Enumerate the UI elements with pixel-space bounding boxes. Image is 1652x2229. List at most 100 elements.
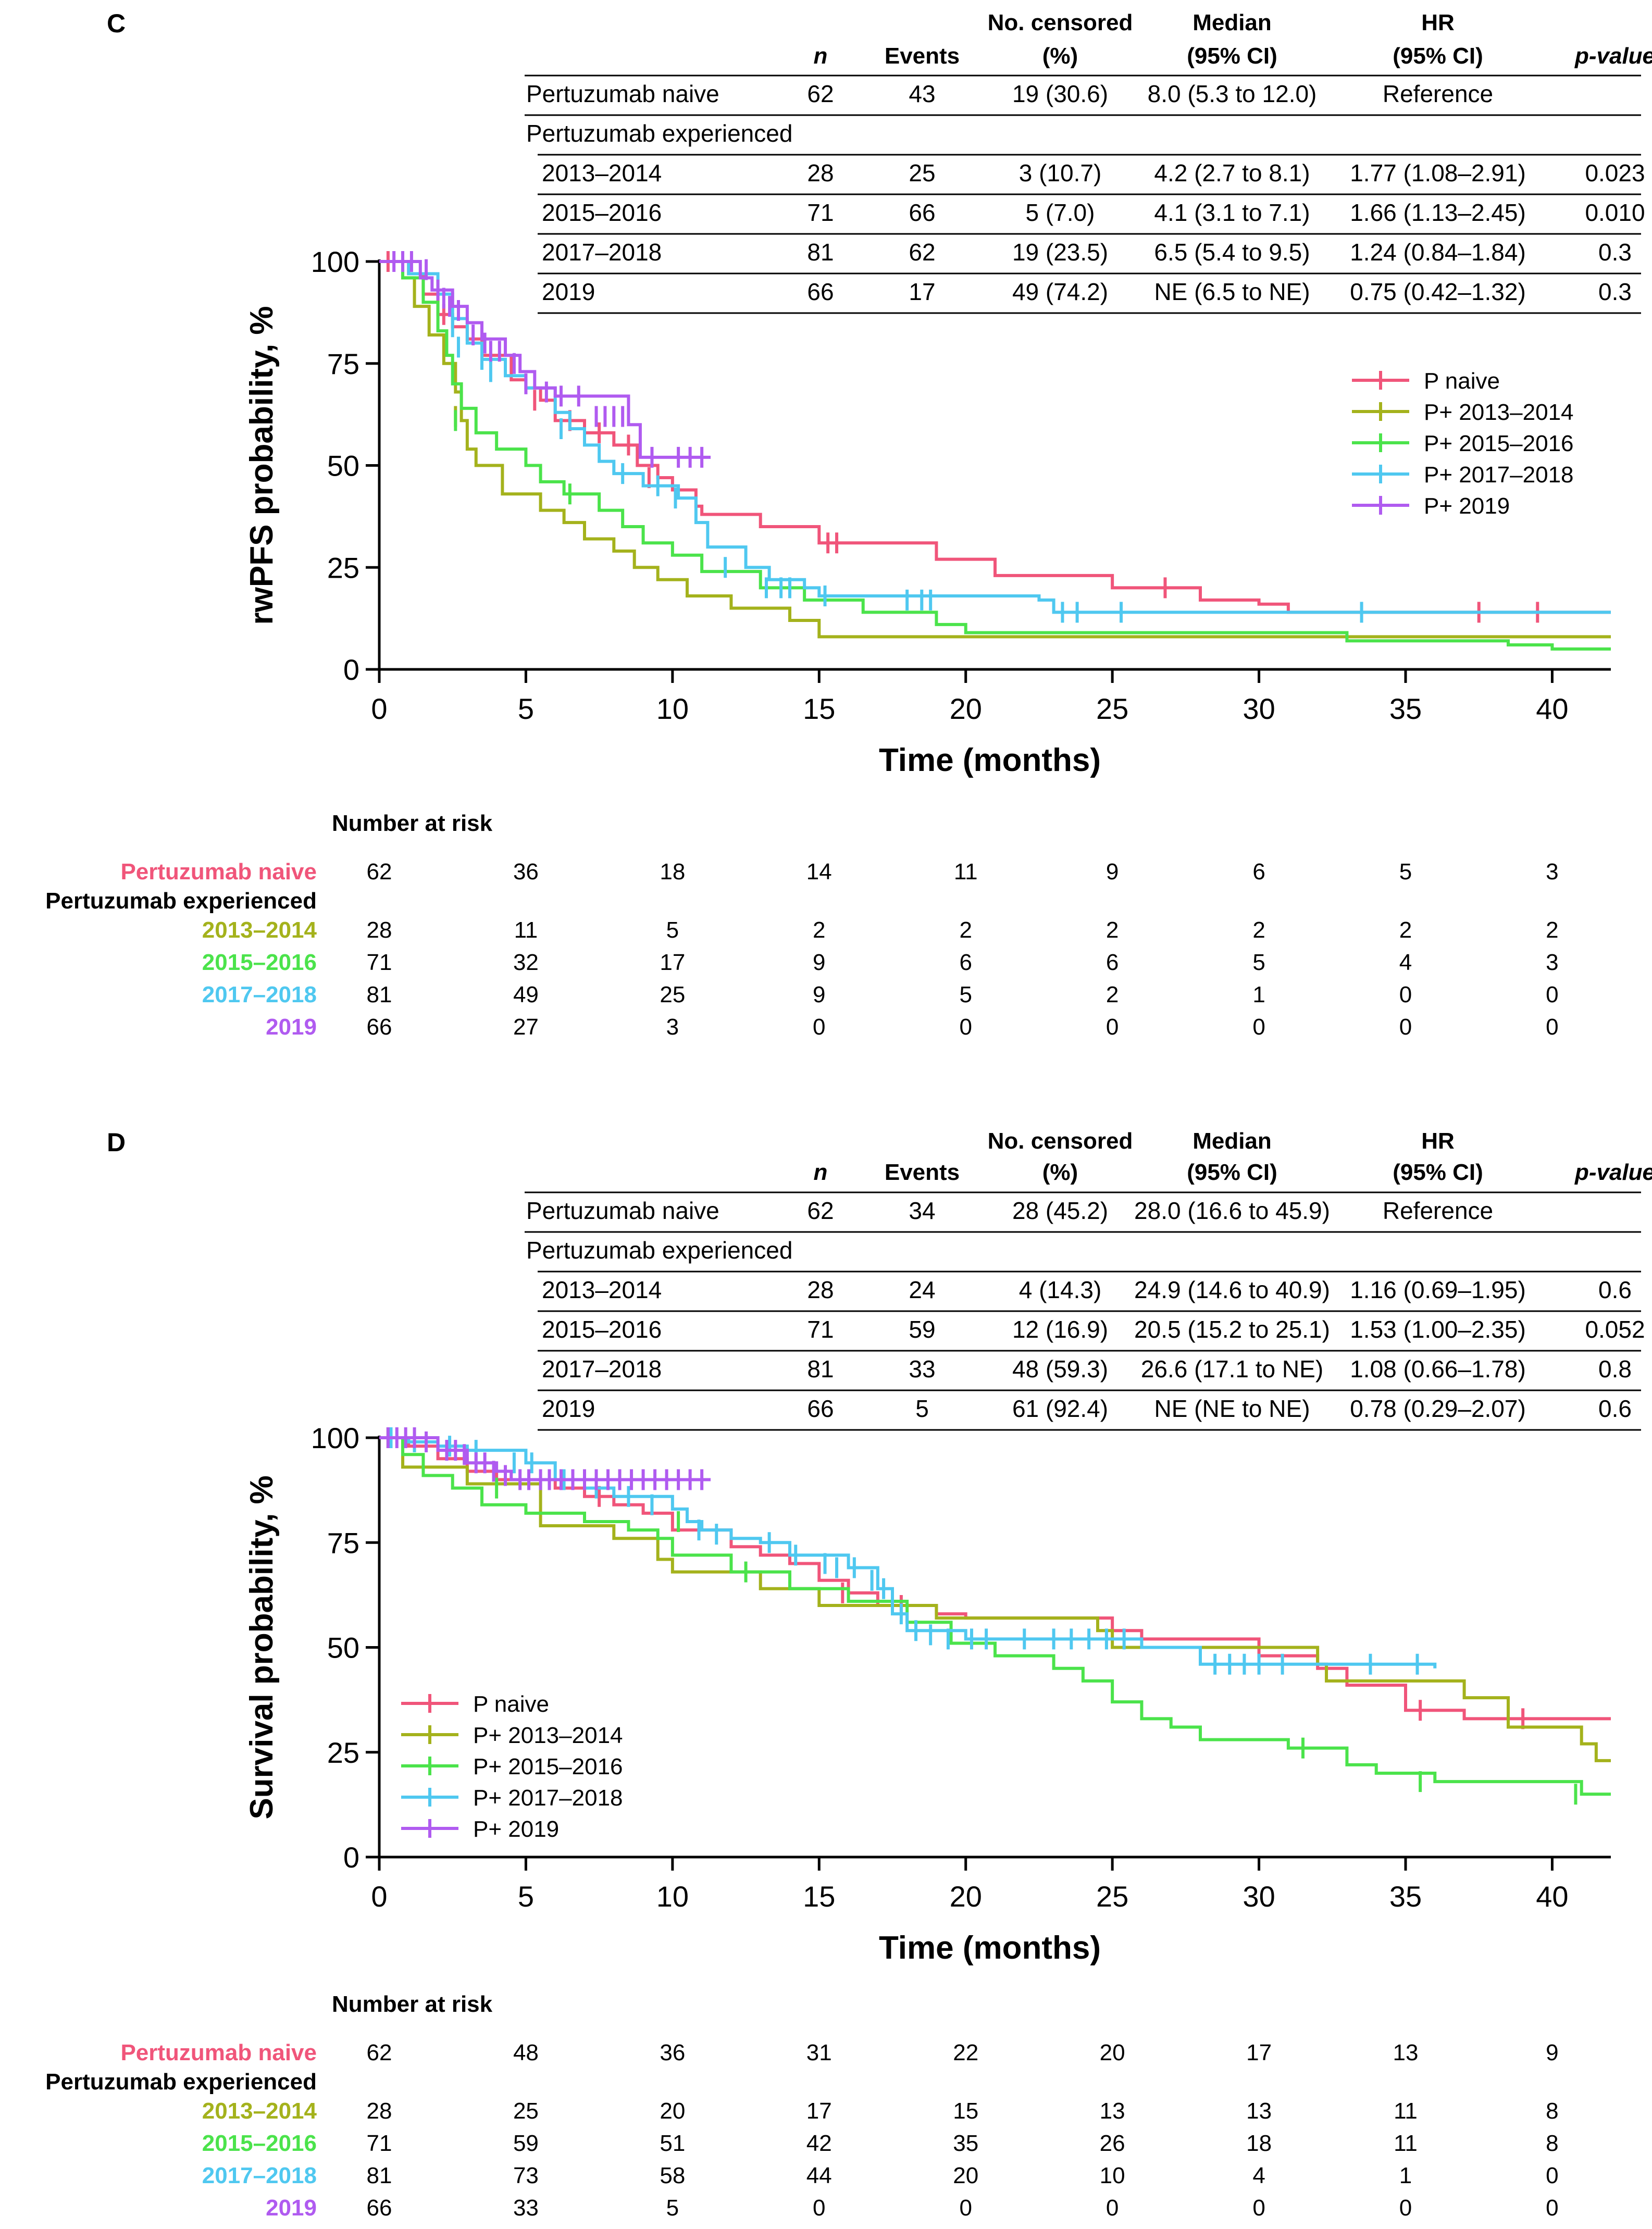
risk-value: 66: [367, 1014, 392, 1040]
x-tick-label: 0: [371, 692, 387, 725]
risk-value: 0: [1399, 2195, 1412, 2221]
table-row-label: 2017–2018: [542, 1355, 662, 1383]
table-cell: 0.8: [1598, 1355, 1632, 1383]
table-cell: 19 (30.6): [1012, 80, 1108, 107]
risk-value: 2: [959, 917, 972, 943]
table-cell: 0.6: [1598, 1395, 1632, 1422]
series-p1516: [379, 260, 1611, 651]
risk-value: 20: [660, 2098, 685, 2124]
table-cell: 4.2 (2.7 to 8.1): [1154, 159, 1310, 186]
risk-value: 17: [1246, 2040, 1272, 2065]
table-cell: 43: [909, 80, 935, 107]
risk-value: 28: [367, 917, 392, 943]
table-header: No. censored: [988, 10, 1133, 35]
risk-value: 0: [1546, 982, 1558, 1007]
table-cell: 0.3: [1598, 239, 1632, 266]
panel-d: Dn Events No. censored (%) Median (95% CI) HR (…: [45, 1128, 1652, 2221]
risk-value: 25: [513, 2098, 539, 2124]
table-cell: 28 (45.2): [1012, 1197, 1108, 1224]
table-cell: 26.6 (17.1 to NE): [1141, 1355, 1323, 1383]
legend-label: P naive: [473, 1691, 549, 1717]
legend-label: P+ 2013–2014: [1424, 400, 1574, 425]
table-cell: 33: [909, 1355, 935, 1383]
risk-value: 42: [806, 2131, 832, 2156]
risk-value: 0: [1546, 2195, 1558, 2221]
table-cell: 12 (16.9): [1012, 1316, 1108, 1343]
km-curve: [379, 1436, 1437, 1668]
summary-table: n Events No. censored (%) Median (95% CI) HR (9…: [525, 1128, 1652, 1431]
y-tick-label: 0: [343, 653, 359, 686]
risk-value: 0: [959, 1014, 972, 1040]
risk-value: 0: [813, 1014, 825, 1040]
km-curve: [379, 1436, 1611, 1762]
series-p2019: [379, 251, 711, 468]
x-tick-label: 20: [950, 692, 982, 725]
table-header: Median: [1193, 10, 1272, 35]
y-tick-label: 75: [327, 1526, 359, 1559]
x-tick-label: 30: [1243, 692, 1275, 725]
risk-table: Number at risk Pertuzumab experienced Pert…: [45, 1991, 1559, 2221]
risk-value: 9: [1546, 2040, 1558, 2065]
table-cell: 28.0 (16.6 to 45.9): [1134, 1197, 1330, 1224]
risk-group-header: Pertuzumab experienced: [45, 2069, 317, 2095]
table-cell: 0.052: [1585, 1316, 1645, 1343]
table-header: n: [814, 43, 828, 69]
risk-value: 0: [1546, 2163, 1558, 2188]
table-cell: 1.24 (0.84–1.84): [1350, 239, 1526, 266]
table-cell: 81: [807, 239, 834, 266]
x-tick-label: 40: [1536, 692, 1568, 725]
panel-label: C: [107, 9, 126, 38]
risk-value: 2: [1106, 917, 1119, 943]
risk-value: 62: [367, 2040, 392, 2065]
plot-area: 0 25 50 75 100 0 5 10 15 20 25 30 35 40 Time (months) r…: [244, 245, 1611, 778]
table-row-label: 2015–2016: [542, 199, 662, 226]
risk-value: 3: [1546, 859, 1558, 885]
x-tick-label: 10: [656, 1880, 689, 1913]
x-tick-label: 35: [1389, 1880, 1422, 1913]
table-header: Events: [885, 43, 960, 69]
x-tick-label: 30: [1243, 1880, 1275, 1913]
x-tick-label: 40: [1536, 1880, 1568, 1913]
table-cell: 62: [807, 1197, 834, 1224]
legend-label: P naive: [1424, 368, 1500, 394]
risk-value: 11: [1394, 2098, 1418, 2124]
risk-value: 5: [1399, 859, 1412, 885]
risk-value: 9: [813, 982, 825, 1007]
risk-value: 13: [1246, 2098, 1272, 2124]
table-cell: 0.023: [1585, 159, 1645, 186]
legend-label: P+ 2017–2018: [1424, 462, 1574, 488]
table-cell: 66: [807, 278, 834, 305]
plot-area: 0 25 50 75 100 0 5 10 15 20 25 30 35 40 Time (months) S…: [244, 1422, 1611, 1966]
x-axis-title: Time (months): [879, 1930, 1101, 1966]
table-row-label: Pertuzumab experienced: [526, 120, 792, 147]
table-cell: 24: [909, 1276, 935, 1303]
series-p1718: [379, 260, 1611, 623]
risk-value: 32: [513, 950, 539, 975]
table-cell: 17: [909, 278, 935, 305]
risk-value: 0: [1252, 2195, 1265, 2221]
table-row-label: 2017–2018: [542, 239, 662, 266]
table-cell: NE (NE to NE): [1154, 1395, 1310, 1422]
legend-label: P+ 2015–2016: [1424, 431, 1574, 456]
risk-row-label: 2019: [266, 2195, 317, 2221]
risk-value: 11: [1394, 2131, 1418, 2156]
table-header: p-value: [1574, 43, 1652, 69]
risk-value: 81: [367, 2163, 392, 2188]
risk-value: 31: [806, 2040, 832, 2065]
risk-value: 2: [1399, 917, 1412, 943]
y-axis-title: Survival probability, %: [244, 1475, 280, 1819]
risk-value: 0: [1546, 1014, 1558, 1040]
table-cell: 0.78 (0.29–2.07): [1350, 1395, 1526, 1422]
table-cell: 6.5 (5.4 to 9.5): [1154, 239, 1310, 266]
risk-value: 17: [806, 2098, 832, 2124]
risk-row-label: 2017–2018: [202, 2163, 317, 2188]
risk-value: 62: [367, 859, 392, 885]
table-cell: 0.010: [1585, 199, 1645, 226]
legend-label: P+ 2015–2016: [473, 1754, 623, 1779]
km-curve: [379, 260, 711, 459]
risk-value: 5: [959, 982, 972, 1007]
legend: P naive P+ 2013–2014 P+ 2015–2016 P+ 2017–2…: [401, 1691, 623, 1842]
risk-value: 11: [954, 859, 978, 885]
legend: P naive P+ 2013–2014 P+ 2015–2016 P+ 2017–2…: [1352, 368, 1574, 519]
